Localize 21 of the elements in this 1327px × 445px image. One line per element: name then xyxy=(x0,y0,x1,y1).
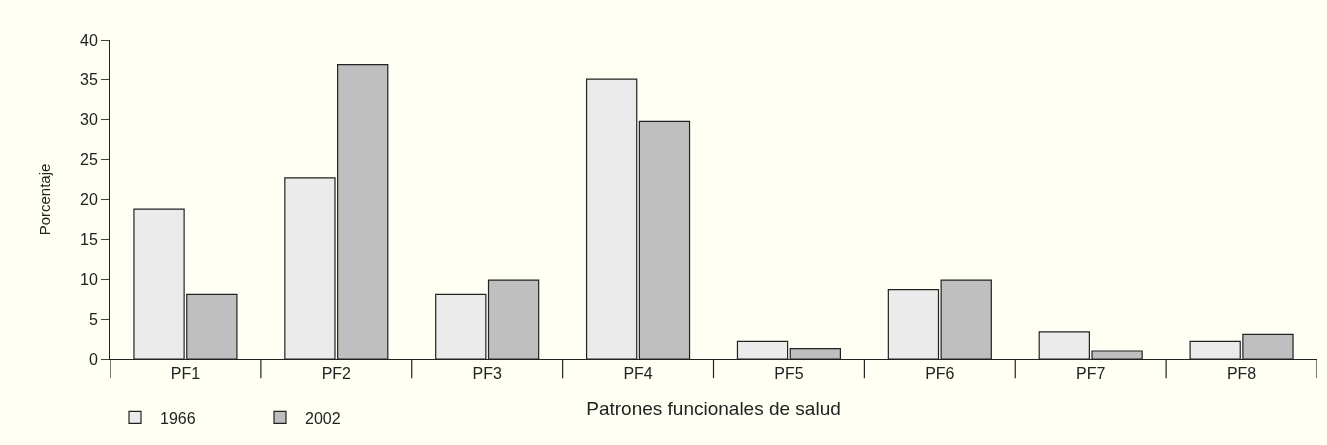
y-tick-label: 0 xyxy=(88,350,98,368)
x-tick-label: PF3 xyxy=(472,365,502,383)
legend-label: 2002 xyxy=(305,409,341,427)
x-tick-label: PF6 xyxy=(925,365,955,383)
y-axis-title: Porcentaje xyxy=(36,163,54,236)
x-tick-label: PF8 xyxy=(1226,365,1257,383)
x-tick-label: PF1 xyxy=(170,365,201,383)
y-tick-label: 25 xyxy=(80,151,98,169)
y-tick-label: 15 xyxy=(80,230,98,248)
legend-label: 1966 xyxy=(160,409,196,427)
x-tick-label: PF7 xyxy=(1076,365,1106,383)
y-tick-label: 10 xyxy=(80,270,98,288)
x-axis-title: Patrones funcionales de salud xyxy=(586,398,841,419)
x-tick-label: PF2 xyxy=(321,365,352,383)
y-tick-label: 20 xyxy=(80,191,98,209)
x-tick-label: PF4 xyxy=(623,365,653,383)
y-tick-label: 35 xyxy=(80,71,98,89)
x-tick-label: PF5 xyxy=(774,365,804,383)
y-tick-label: 40 xyxy=(80,31,98,49)
y-tick-label: 30 xyxy=(80,111,98,129)
y-tick-label: 5 xyxy=(88,310,98,328)
